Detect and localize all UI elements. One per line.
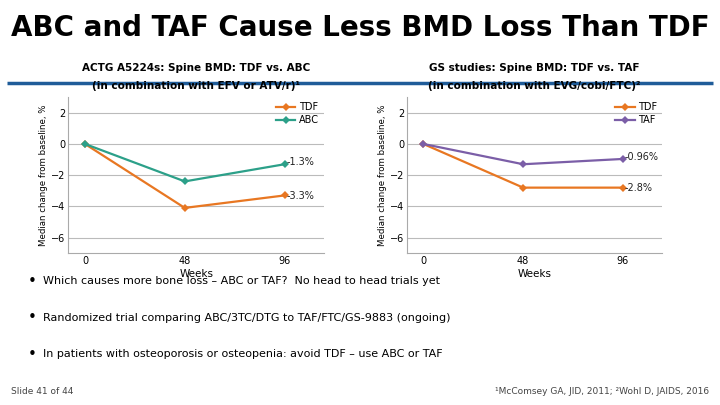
TDF [181,205,189,210]
Text: ABC and TAF Cause Less BMD Loss Than TDF: ABC and TAF Cause Less BMD Loss Than TDF [11,14,709,42]
Text: -3.3%: -3.3% [287,191,315,201]
Text: •: • [27,274,36,289]
Text: GS studies: Spine BMD: TDF vs. TAF: GS studies: Spine BMD: TDF vs. TAF [429,63,640,73]
Legend: TDF, ABC: TDF, ABC [276,102,319,125]
TDF [81,141,89,146]
TAF [419,141,428,146]
ABC [81,141,89,146]
Y-axis label: Median change from baseline, %: Median change from baseline, % [40,104,48,246]
X-axis label: Weeks: Weeks [518,269,552,279]
Text: •: • [27,347,36,362]
Line: TDF: TDF [82,141,288,211]
Line: TAF: TAF [420,141,626,167]
X-axis label: Weeks: Weeks [179,269,213,279]
TDF [280,193,289,198]
Text: Slide 41 of 44: Slide 41 of 44 [11,387,73,396]
TAF [519,162,528,167]
Text: ACTG A5224s: Spine BMD: TDF vs. ABC: ACTG A5224s: Spine BMD: TDF vs. ABC [82,63,310,73]
Text: -0.96%: -0.96% [625,151,659,162]
Text: Randomized trial comparing ABC/3TC/DTG to TAF/FTC/GS-9883 (ongoing): Randomized trial comparing ABC/3TC/DTG t… [43,313,451,323]
TAF [618,156,627,161]
Text: ¹McComsey GA, JID, 2011; ²Wohl D, JAIDS, 2016: ¹McComsey GA, JID, 2011; ²Wohl D, JAIDS,… [495,387,709,396]
ABC [181,179,189,184]
TDF [618,185,627,190]
Y-axis label: Median change from baseline, %: Median change from baseline, % [378,104,387,246]
TDF [519,185,528,190]
Text: In patients with osteoporosis or osteopenia: avoid TDF – use ABC or TAF: In patients with osteoporosis or osteope… [43,350,443,359]
Text: -2.8%: -2.8% [625,183,653,194]
ABC [280,162,289,167]
Text: -1.3%: -1.3% [287,157,315,167]
Text: Which causes more bone loss – ABC or TAF?  No head to head trials yet: Which causes more bone loss – ABC or TAF… [43,277,440,286]
Line: ABC: ABC [82,141,288,185]
Text: (in combination with EFV or ATV/r)¹: (in combination with EFV or ATV/r)¹ [92,81,300,91]
Line: TDF: TDF [420,141,626,191]
Legend: TDF, TAF: TDF, TAF [615,102,657,125]
Text: •: • [27,310,36,326]
Text: (in combination with EVG/cobi/FTC)²: (in combination with EVG/cobi/FTC)² [428,81,641,91]
TDF [419,141,428,146]
